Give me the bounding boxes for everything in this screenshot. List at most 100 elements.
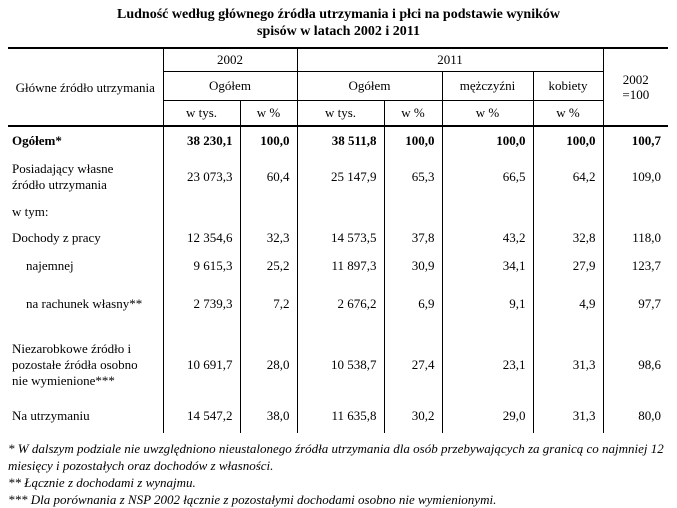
header-year-2002: 2002 xyxy=(162,48,297,72)
cell: 12 354,6 xyxy=(162,225,240,251)
table-row-dependents: Na utrzymaniu 14 547,2 38,0 11 635,8 30,… xyxy=(8,403,669,429)
row-label: Posiadający własne źródło utrzymania xyxy=(12,161,114,192)
table-header: Główne źródło utrzymania 2002 2011 2002 … xyxy=(8,48,669,127)
cell: 6,9 xyxy=(383,280,442,327)
header-index-2002-100: 2002 =100 xyxy=(602,48,669,127)
cell: 10 691,7 xyxy=(162,327,240,403)
cell: 38 511,8 xyxy=(296,126,384,155)
row-label: Ogółem* xyxy=(12,133,62,148)
table-row-total: Ogółem* 38 230,1 100,0 38 511,8 100,0 10… xyxy=(8,126,669,155)
header-women: kobiety xyxy=(532,71,604,101)
cell xyxy=(239,429,297,433)
cell: 100,0 xyxy=(441,126,533,155)
cell xyxy=(441,429,533,433)
cell: 64,2 xyxy=(532,155,604,199)
header-total-2011: Ogółem xyxy=(296,71,442,101)
header-men: mężczyźni xyxy=(441,71,533,101)
table-title-line2: spisów w latach 2002 i 2011 xyxy=(257,24,420,39)
cell: 100,7 xyxy=(602,126,669,155)
cell: 34,1 xyxy=(441,251,533,280)
cell xyxy=(383,199,442,225)
cell: 27,4 xyxy=(383,327,442,403)
cell: 14 547,2 xyxy=(162,403,240,429)
cell: 30,9 xyxy=(383,251,442,280)
cell: 38,0 xyxy=(239,403,297,429)
header-row-groups: Ogółem Ogółem mężczyźni kobiety xyxy=(8,71,668,101)
cell xyxy=(532,199,604,225)
cell: 25,2 xyxy=(239,251,297,280)
cell: 109,0 xyxy=(602,155,669,199)
cell: 11 635,8 xyxy=(296,403,384,429)
header-total-2002: Ogółem xyxy=(162,71,297,101)
header-row-years: Główne źródło utrzymania 2002 2011 2002 … xyxy=(8,48,669,127)
cell: 23 073,3 xyxy=(162,155,240,199)
header-year-2011: 2011 xyxy=(296,48,604,72)
header-unit-percent-men: w % xyxy=(441,100,533,127)
cell: 37,8 xyxy=(383,225,442,251)
cell: 9 615,3 xyxy=(162,251,240,280)
table-row-work-income: Dochody z pracy 12 354,6 32,3 14 573,5 3… xyxy=(8,225,669,251)
header-index-line1: 2002 xyxy=(622,72,649,87)
table-bottom-line-tails xyxy=(8,429,669,433)
header-unit-percent-2002: w % xyxy=(239,100,297,127)
cell xyxy=(8,429,163,433)
header-index-line2: =100 xyxy=(622,87,650,102)
statistics-table: Główne źródło utrzymania 2002 2011 2002 … xyxy=(8,47,669,433)
cell xyxy=(296,199,384,225)
cell: 32,8 xyxy=(532,225,604,251)
table-row-own-source: Posiadający własne źródło utrzymania 23 … xyxy=(8,155,669,199)
header-unit-percent-women: w % xyxy=(532,100,604,127)
cell: 100,0 xyxy=(532,126,604,155)
cell: 100,0 xyxy=(383,126,442,155)
cell: 11 897,3 xyxy=(296,251,384,280)
cell xyxy=(162,199,240,225)
header-unit-percent-2011: w % xyxy=(383,100,442,127)
table-row-own-account: na rachunek własny** 2 739,3 7,2 2 676,2… xyxy=(8,280,669,327)
cell: 29,0 xyxy=(441,403,533,429)
table-row-hired-work: najemnej 9 615,3 25,2 11 897,3 30,9 34,1… xyxy=(8,251,669,280)
cell: 32,3 xyxy=(239,225,297,251)
cell: 31,3 xyxy=(532,403,604,429)
cell xyxy=(532,429,604,433)
footnote-2: ** Łącznie z dochodami z wynajmu. xyxy=(8,475,196,490)
cell xyxy=(239,199,297,225)
header-row-units: w tys. w % w tys. w % w % w % xyxy=(8,100,668,127)
cell: 60,4 xyxy=(239,155,297,199)
cell: 118,0 xyxy=(602,225,669,251)
row-label: na rachunek własny** xyxy=(26,295,143,311)
cell: 14 573,5 xyxy=(296,225,384,251)
footnote-1: * W dalszym podziale nie uwzględniono ni… xyxy=(8,441,664,473)
cell: 98,6 xyxy=(602,327,669,403)
footnotes: * W dalszym podziale nie uwzględniono ni… xyxy=(8,440,673,508)
cell: 38 230,1 xyxy=(162,126,240,155)
cell: 31,3 xyxy=(532,327,604,403)
row-label: Dochody z pracy xyxy=(12,230,101,245)
cell xyxy=(383,429,442,433)
header-main-source: Główne źródło utrzymania xyxy=(8,48,163,127)
cell: 80,0 xyxy=(602,403,669,429)
cell: 97,7 xyxy=(602,280,669,327)
row-label: Niezarobkowe źródło i pozostałe źródła o… xyxy=(12,341,138,388)
row-label: najemnej xyxy=(26,257,74,273)
cell: 25 147,9 xyxy=(296,155,384,199)
cell: 66,5 xyxy=(441,155,533,199)
cell: 30,2 xyxy=(383,403,442,429)
cell xyxy=(162,429,240,433)
cell xyxy=(602,429,669,433)
cell: 10 538,7 xyxy=(296,327,384,403)
cell: 7,2 xyxy=(239,280,297,327)
cell: 2 676,2 xyxy=(296,280,384,327)
table-body: Ogółem* 38 230,1 100,0 38 511,8 100,0 10… xyxy=(8,126,669,433)
header-unit-thousands-2002: w tys. xyxy=(162,100,240,127)
cell: 43,2 xyxy=(441,225,533,251)
cell xyxy=(441,199,533,225)
row-label: w tym: xyxy=(12,204,49,219)
header-unit-thousands-2011: w tys. xyxy=(296,100,384,127)
cell xyxy=(602,199,669,225)
cell: 2 739,3 xyxy=(162,280,240,327)
cell: 4,9 xyxy=(532,280,604,327)
row-label: Na utrzymaniu xyxy=(12,408,90,423)
cell xyxy=(296,429,384,433)
table-row-of-which: w tym: xyxy=(8,199,669,225)
